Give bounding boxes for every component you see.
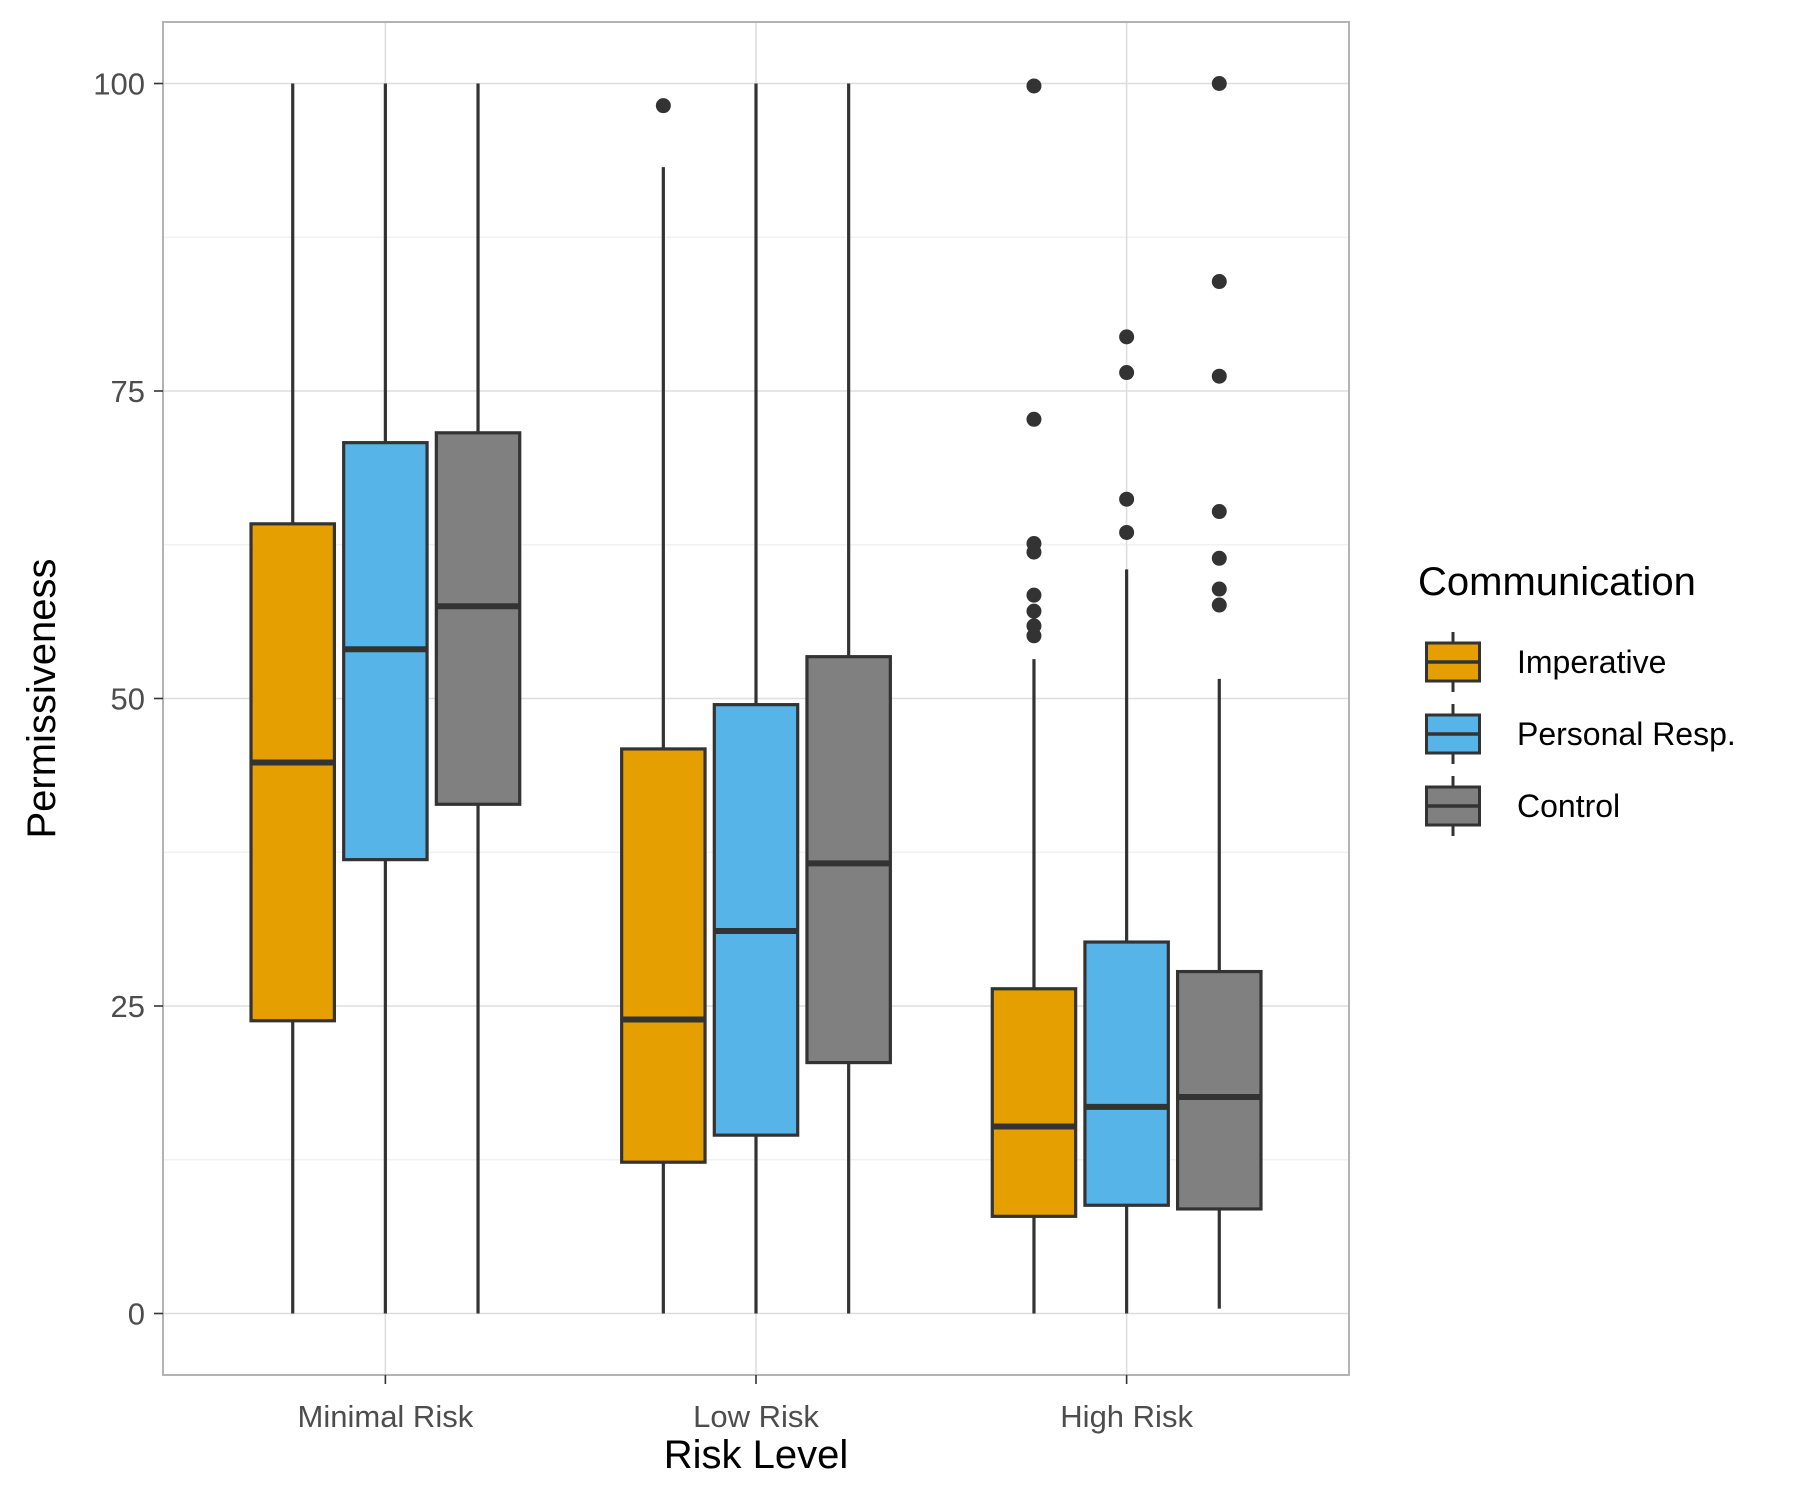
boxes-layer bbox=[249, 76, 1263, 1314]
box bbox=[990, 987, 1078, 1218]
box-group bbox=[712, 83, 800, 1314]
outlier-point bbox=[1026, 411, 1042, 427]
y-tick-label: 75 bbox=[111, 374, 145, 409]
outlier-point bbox=[1026, 603, 1042, 619]
x-tick-label: Low Risk bbox=[693, 1399, 819, 1434]
legend-label: Personal Resp. bbox=[1517, 716, 1736, 752]
box-group bbox=[805, 83, 892, 1314]
y-tick-labels: 0 25 50 75 100 bbox=[93, 67, 145, 1332]
axis-ticks bbox=[154, 82, 1128, 1384]
box bbox=[1083, 940, 1170, 1207]
y-tick-label: 50 bbox=[111, 682, 145, 717]
legend: Communication Imperative Personal Resp. Co… bbox=[1418, 560, 1736, 836]
box-group bbox=[1083, 329, 1170, 1314]
box-group bbox=[620, 98, 707, 1314]
box bbox=[249, 522, 337, 1023]
x-tick-label: High Risk bbox=[1060, 1399, 1193, 1434]
box bbox=[434, 431, 522, 806]
y-tick-label: 25 bbox=[111, 989, 145, 1024]
outlier-point bbox=[655, 98, 671, 114]
outlier-point bbox=[1119, 524, 1135, 540]
outlier-point bbox=[1026, 78, 1042, 94]
outlier-point bbox=[1211, 504, 1227, 520]
box bbox=[805, 655, 892, 1065]
outlier-point bbox=[1119, 491, 1135, 507]
legend-item: Imperative bbox=[1425, 632, 1666, 692]
outlier-point bbox=[1119, 365, 1135, 381]
y-tick-label: 100 bbox=[93, 67, 145, 102]
outlier-point bbox=[1211, 597, 1227, 613]
legend-label: Control bbox=[1517, 788, 1620, 824]
box bbox=[712, 703, 800, 1137]
box-group bbox=[434, 83, 522, 1314]
outlier-point bbox=[1026, 618, 1042, 634]
y-tick-label: 0 bbox=[128, 1297, 145, 1332]
box-group bbox=[249, 83, 337, 1314]
outlier-point bbox=[1211, 76, 1227, 91]
legend-item: Control bbox=[1425, 776, 1620, 836]
box bbox=[1175, 969, 1263, 1211]
outlier-point bbox=[1211, 550, 1227, 566]
x-tick-label: Minimal Risk bbox=[298, 1399, 474, 1434]
legend-item: Personal Resp. bbox=[1425, 704, 1736, 764]
legend-title: Communication bbox=[1418, 560, 1696, 604]
box-group bbox=[990, 78, 1078, 1314]
outlier-point bbox=[1119, 329, 1135, 345]
legend-label: Imperative bbox=[1517, 644, 1666, 680]
outlier-point bbox=[1211, 581, 1227, 597]
outlier-point bbox=[1026, 536, 1042, 552]
outlier-point bbox=[1211, 274, 1227, 290]
y-axis-title: Permissiveness bbox=[20, 558, 64, 838]
x-tick-labels: Minimal Risk Low Risk High Risk bbox=[298, 1399, 1194, 1434]
box bbox=[620, 747, 707, 1164]
box-group bbox=[1175, 76, 1263, 1309]
x-axis-title: Risk Level bbox=[664, 1433, 849, 1477]
outlier-point bbox=[1026, 587, 1042, 603]
box-group bbox=[342, 83, 429, 1314]
outlier-point bbox=[1211, 368, 1227, 384]
